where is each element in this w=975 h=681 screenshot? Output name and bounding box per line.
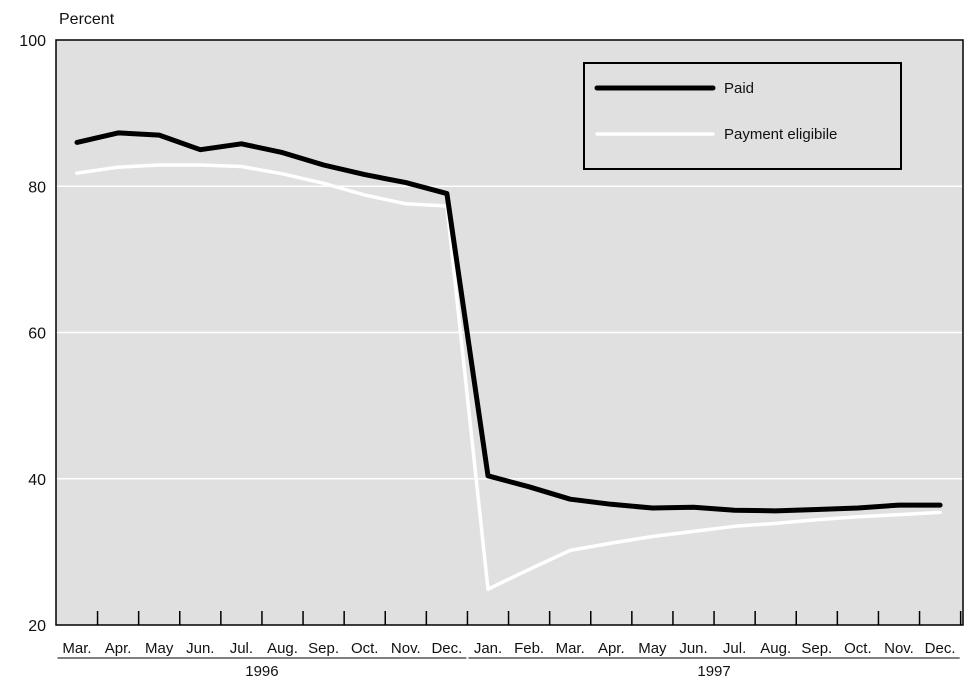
legend: Paid Payment eligibile	[583, 62, 902, 170]
y-tick-label-60: 60	[28, 326, 46, 343]
x-tick-label: Jul.	[723, 640, 746, 657]
y-axis-label: Percent	[59, 11, 115, 28]
x-tick-label: Oct.	[351, 640, 379, 657]
x-tick-label: Sep.	[308, 640, 339, 657]
series-line-payment-eligibile	[75, 163, 942, 591]
y-tick-label-80: 80	[28, 179, 46, 196]
x-tick-label: Mar.	[556, 640, 585, 657]
legend-label: Payment eligibile	[724, 126, 837, 143]
x-tick-label: Oct.	[844, 640, 872, 657]
x-tick-label: Aug.	[760, 640, 791, 657]
plot-border	[55, 39, 964, 626]
year-group-label-1996: 1996	[245, 663, 278, 680]
x-tick-label: Dec.	[431, 640, 462, 657]
x-tick-label: Feb.	[514, 640, 544, 657]
x-tick-label: Mar.	[62, 640, 91, 657]
series-line-paid	[74, 130, 943, 514]
y-tick-label-40: 40	[28, 472, 46, 489]
legend-box	[583, 62, 902, 170]
y-axis: 20 40 60 80 100	[19, 33, 46, 635]
series-layer	[74, 130, 943, 591]
x-tick-label: May	[638, 640, 667, 657]
x-tick-label: Apr.	[105, 640, 132, 657]
x-tick-label: May	[145, 640, 174, 657]
x-tick-label: Jan.	[474, 640, 502, 657]
x-tick-label: Nov.	[391, 640, 421, 657]
x-tick-label: Apr.	[598, 640, 625, 657]
x-tick-label: Aug.	[267, 640, 298, 657]
x-tick-label: Jul.	[230, 640, 253, 657]
y-tick-label-100: 100	[19, 33, 46, 50]
y-tick-label-20: 20	[28, 618, 46, 635]
x-axis: Mar. Apr. May Jun. Jul. Aug. Sep. Oct. Nov. Dec. J…	[57, 611, 962, 680]
x-tick-label: Jun.	[186, 640, 214, 657]
x-tick-label: Nov.	[884, 640, 914, 657]
x-tick-label: Sep.	[801, 640, 832, 657]
gridlines	[56, 185, 963, 480]
legend-label: Paid	[724, 80, 754, 97]
year-group-label-1997: 1997	[697, 663, 730, 680]
x-tick-label: Dec.	[925, 640, 956, 657]
x-tick-label: Jun.	[679, 640, 707, 657]
